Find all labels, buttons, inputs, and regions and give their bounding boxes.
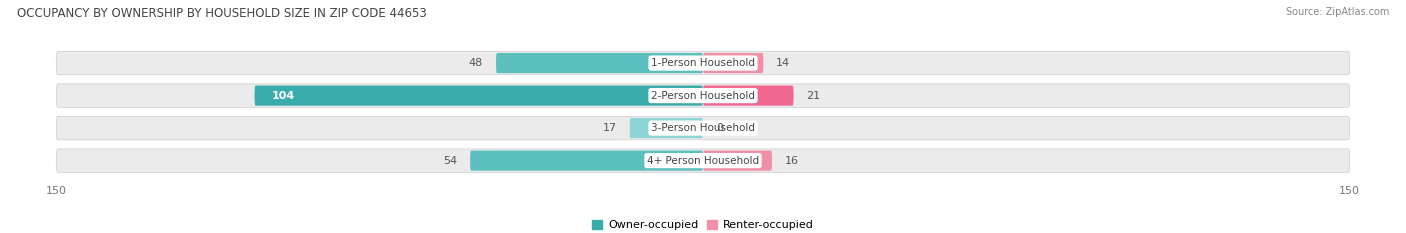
Text: OCCUPANCY BY OWNERSHIP BY HOUSEHOLD SIZE IN ZIP CODE 44653: OCCUPANCY BY OWNERSHIP BY HOUSEHOLD SIZE… — [17, 7, 426, 20]
FancyBboxPatch shape — [56, 149, 1350, 172]
Text: 2-Person Household: 2-Person Household — [651, 91, 755, 101]
Text: 3-Person Household: 3-Person Household — [651, 123, 755, 133]
FancyBboxPatch shape — [703, 86, 793, 106]
Text: 14: 14 — [776, 58, 790, 68]
Text: 16: 16 — [785, 156, 799, 166]
Legend: Owner-occupied, Renter-occupied: Owner-occupied, Renter-occupied — [588, 216, 818, 233]
FancyBboxPatch shape — [56, 84, 1350, 107]
FancyBboxPatch shape — [703, 53, 763, 73]
FancyBboxPatch shape — [496, 53, 703, 73]
Text: 17: 17 — [603, 123, 617, 133]
FancyBboxPatch shape — [254, 86, 703, 106]
Text: 0: 0 — [716, 123, 723, 133]
Text: 48: 48 — [468, 58, 484, 68]
Text: Source: ZipAtlas.com: Source: ZipAtlas.com — [1285, 7, 1389, 17]
Text: 54: 54 — [443, 156, 457, 166]
Text: 4+ Person Household: 4+ Person Household — [647, 156, 759, 166]
FancyBboxPatch shape — [630, 118, 703, 138]
FancyBboxPatch shape — [56, 116, 1350, 140]
Text: 21: 21 — [807, 91, 821, 101]
FancyBboxPatch shape — [470, 151, 703, 171]
FancyBboxPatch shape — [703, 151, 772, 171]
FancyBboxPatch shape — [56, 51, 1350, 75]
Text: 104: 104 — [271, 91, 295, 101]
Text: 1-Person Household: 1-Person Household — [651, 58, 755, 68]
